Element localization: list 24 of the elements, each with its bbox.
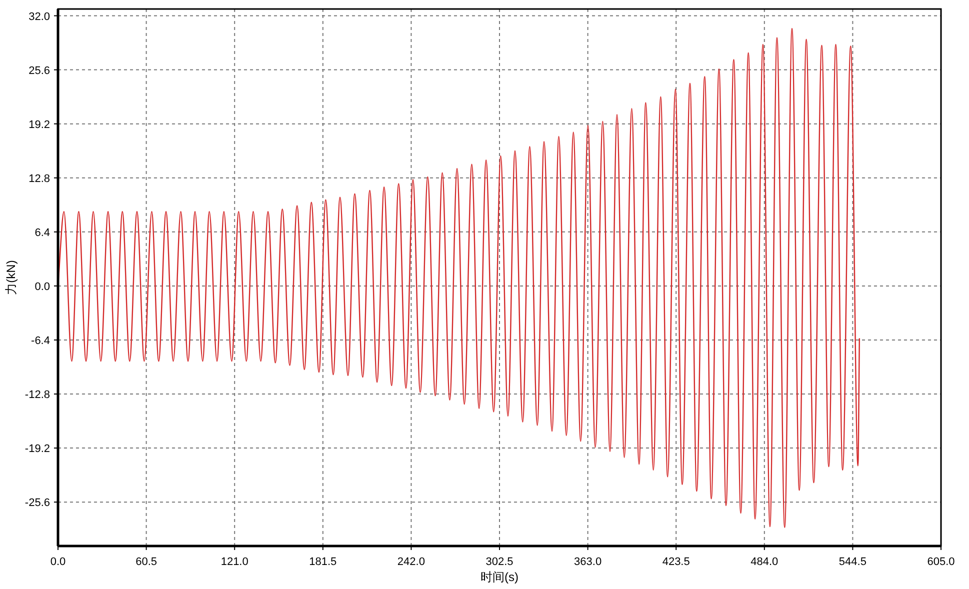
x-tick-label: 242.0 [397,556,425,568]
x-tick-label: 363.0 [574,556,602,568]
x-tick-label: 181.5 [309,556,337,568]
y-tick-label: 19.2 [28,118,50,131]
x-tick-label: 423.5 [662,556,690,568]
x-tick-label: 60.5 [136,556,158,568]
y-tick-label: -19.2 [24,443,50,456]
y-tick-label: 12.8 [28,172,50,185]
x-tick-label: 605.0 [927,556,955,568]
y-axis-title: 力(kN) [4,260,18,295]
y-tick-label: -25.6 [24,497,50,510]
x-tick-label: 544.5 [838,556,866,568]
line-series [57,28,860,528]
y-tick-label: 32.0 [28,10,50,23]
x-tick-label: 302.5 [486,556,514,568]
y-tick-label: 6.4 [34,226,50,239]
y-tick-label: -6.4 [31,334,50,347]
x-tick-label: 121.0 [220,556,248,568]
x-tick-label: 0.0 [50,556,66,568]
y-tick-label: 0.0 [34,280,50,293]
y-tick-label: 25.6 [28,64,50,77]
x-axis-title: 时间(s) [480,570,518,584]
x-tick-label: 484.0 [750,556,778,568]
y-tick-label: -12.8 [24,389,50,402]
